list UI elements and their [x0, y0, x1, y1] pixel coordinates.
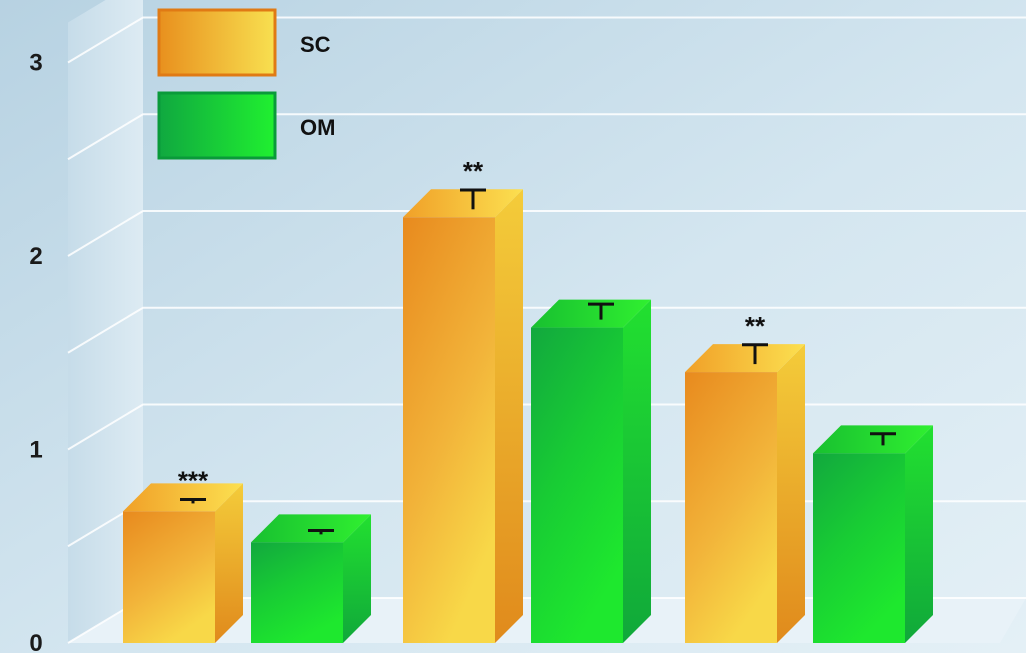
bar-om-1 — [251, 514, 371, 643]
bar-sc-1 — [123, 483, 243, 643]
significance-label: *** — [178, 466, 209, 496]
gridline — [67, 16, 1026, 64]
gridline — [67, 210, 1026, 257]
legend-label-sc: SC — [300, 32, 331, 57]
y-tick-label: 1 — [29, 437, 42, 464]
error-bar-sc-3 — [742, 343, 768, 365]
bar-sc-2 — [403, 189, 523, 644]
y-tick-label: 3 — [29, 50, 42, 77]
y-tick-label: 0 — [29, 630, 42, 653]
error-bar-om-3 — [870, 432, 896, 446]
legend-swatch-sc — [157, 8, 277, 77]
bar-om-3 — [813, 425, 933, 643]
bar-om-2 — [531, 299, 651, 643]
error-bar-sc-2 — [460, 188, 486, 210]
gridline — [67, 113, 1026, 161]
gridline — [67, 306, 1026, 354]
bar-sc-3 — [685, 344, 805, 643]
side-wall — [68, 0, 143, 643]
legend-swatch-om — [157, 91, 277, 160]
significance-label: ** — [463, 156, 484, 186]
error-bar-om-1 — [308, 529, 334, 535]
error-bar-sc-1 — [180, 498, 206, 504]
legend-label-om: OM — [300, 115, 335, 140]
error-bar-om-2 — [588, 302, 614, 320]
significance-label: ** — [745, 311, 766, 341]
y-tick-label: 2 — [29, 243, 42, 270]
